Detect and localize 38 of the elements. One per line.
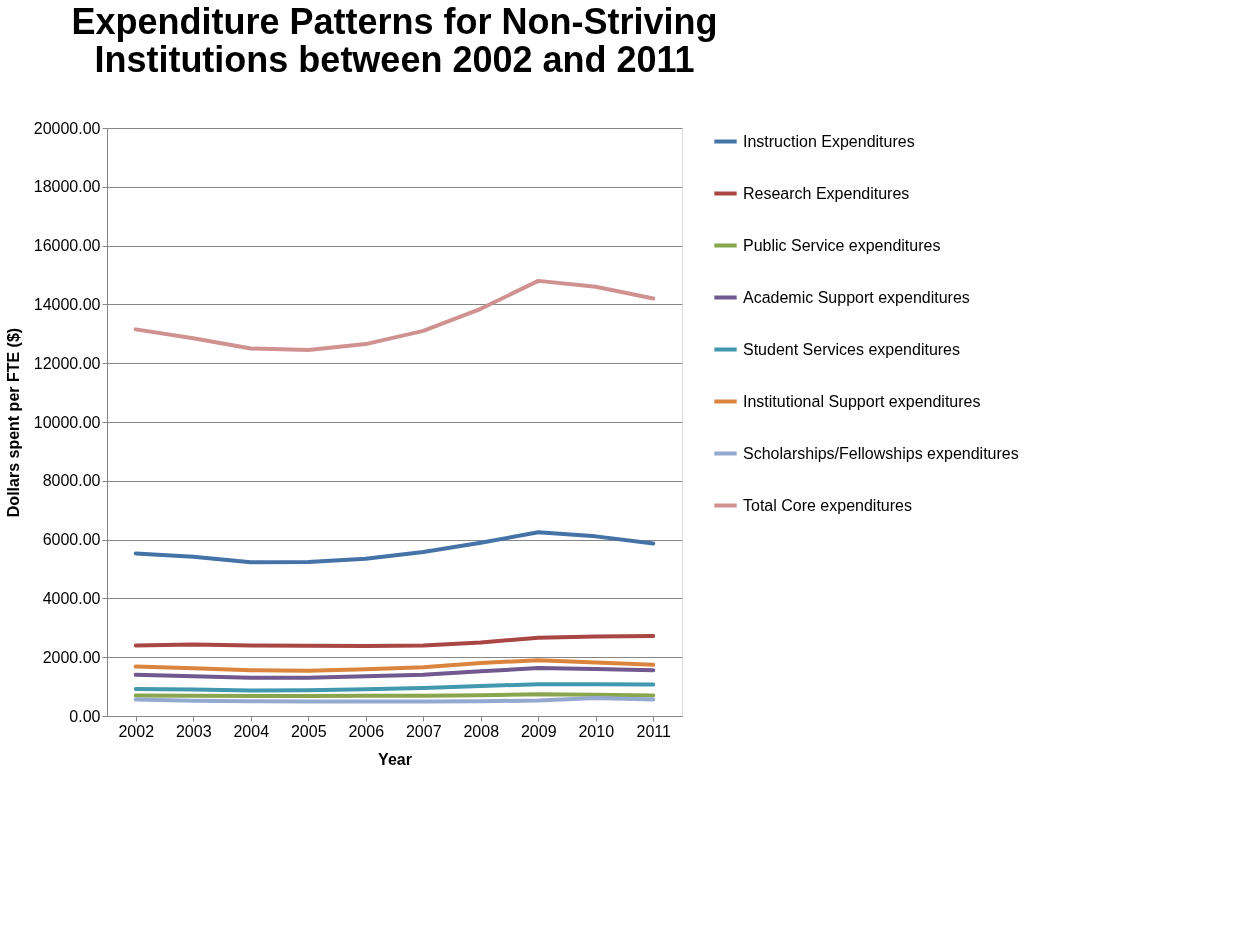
y-axis-title: Dollars spent per FTE ($) bbox=[4, 327, 22, 518]
y-tick-label: 4000.00 bbox=[42, 589, 101, 607]
x-tick-label: 2010 bbox=[578, 722, 615, 740]
legend-label: Academic Support expenditures bbox=[743, 288, 970, 306]
legend-label: Scholarships/Fellowships expenditures bbox=[743, 444, 1019, 462]
y-tick-label: 2000.00 bbox=[42, 648, 101, 666]
y-tick-label: 20000.00 bbox=[33, 119, 101, 137]
line-series bbox=[133, 658, 656, 673]
y-tick-label: 10000.00 bbox=[33, 413, 101, 431]
y-tick-label: 16000.00 bbox=[33, 237, 101, 255]
legend-label: Instruction Expenditures bbox=[743, 132, 915, 150]
x-tick-label: 2009 bbox=[520, 722, 557, 740]
x-tick-label: 2002 bbox=[118, 722, 155, 740]
legend-label: Student Services expenditures bbox=[743, 340, 961, 358]
y-tick-label: 0.00 bbox=[69, 707, 101, 725]
line-series bbox=[133, 530, 656, 565]
x-tick-label: 2006 bbox=[348, 722, 385, 740]
line-series bbox=[133, 666, 656, 680]
x-tick-label: 2007 bbox=[405, 722, 442, 740]
x-tick-label: 2003 bbox=[175, 722, 212, 740]
x-tick-label: 2011 bbox=[636, 722, 672, 740]
x-tick-label: 2008 bbox=[463, 722, 500, 740]
y-tick-label: 12000.00 bbox=[33, 354, 101, 372]
legend-label: Total Core expenditures bbox=[743, 496, 912, 514]
x-tick-label: 2004 bbox=[233, 722, 270, 740]
y-tick-label: 8000.00 bbox=[42, 472, 101, 490]
x-tick-label: 2005 bbox=[290, 722, 327, 740]
chart-title: Expenditure Patterns for Non-Striving Institutions between 2002 and 2011 bbox=[71, 1, 718, 80]
x-axis-title: Year bbox=[378, 750, 412, 768]
line-series bbox=[133, 634, 656, 649]
line-series bbox=[133, 278, 656, 352]
y-tick-label: 6000.00 bbox=[42, 531, 101, 549]
line-series bbox=[133, 682, 656, 693]
legend-label: Institutional Support expenditures bbox=[743, 392, 981, 410]
legend-label: Research Expenditures bbox=[743, 184, 910, 202]
y-tick-label: 14000.00 bbox=[33, 295, 101, 313]
y-tick-label: 18000.00 bbox=[33, 178, 101, 196]
legend-label: Public Service expenditures bbox=[743, 236, 941, 254]
